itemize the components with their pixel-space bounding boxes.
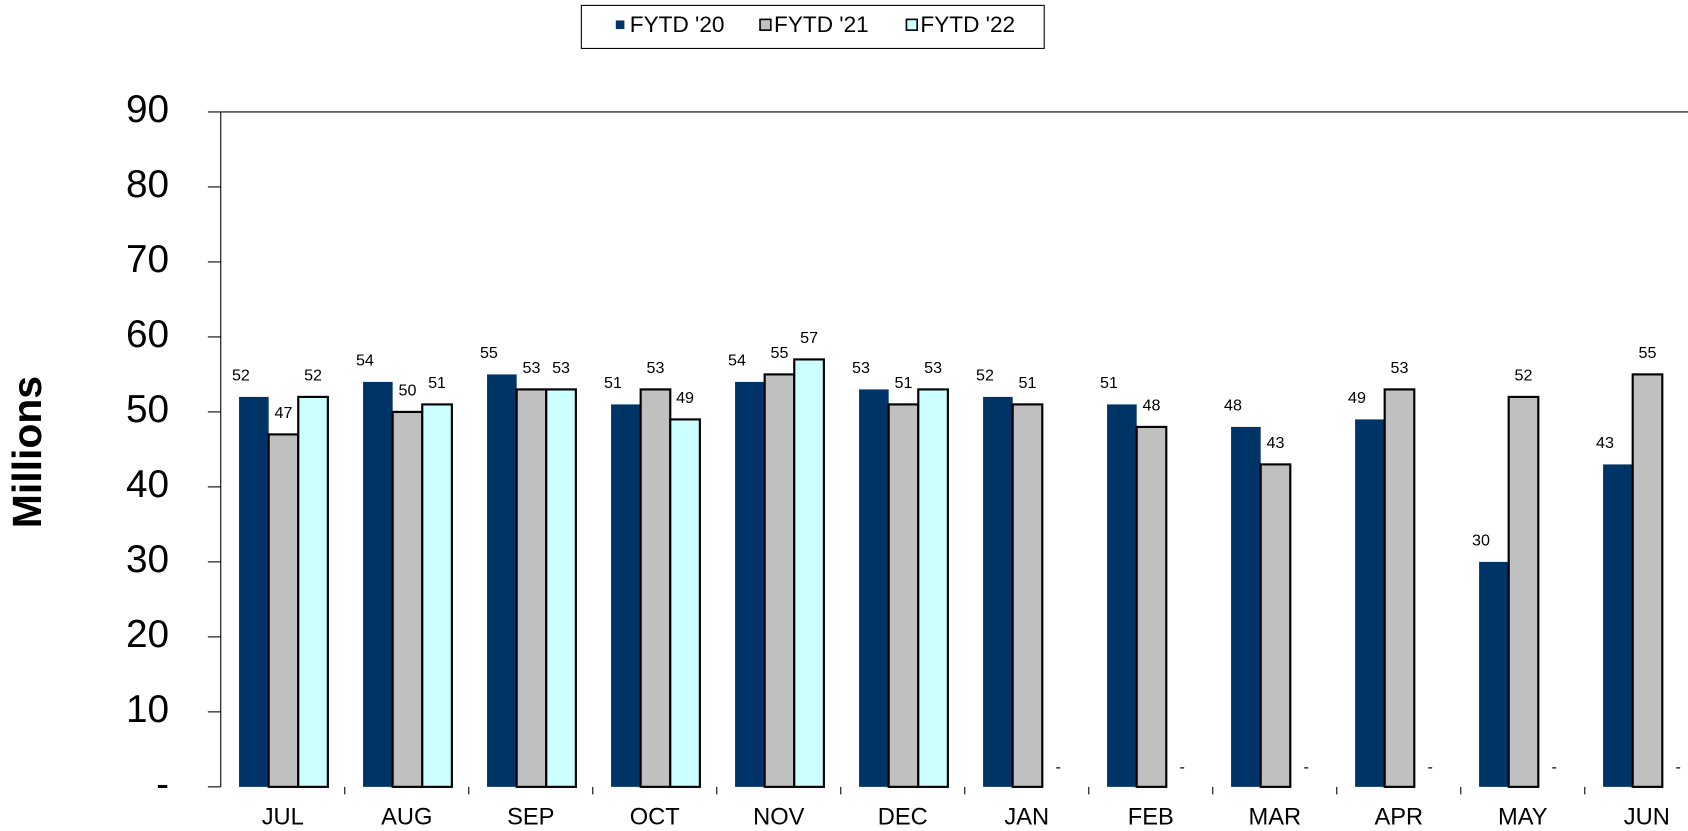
x-tick-label: JAN — [1004, 804, 1049, 830]
value-label: 53 — [1391, 359, 1409, 377]
x-tick-label: FEB — [1128, 804, 1174, 830]
value-label: 51 — [895, 374, 913, 392]
y-tick-label: 60 — [126, 313, 169, 356]
value-label: - — [1303, 758, 1308, 776]
y-tick-label: 40 — [126, 463, 169, 506]
bar — [983, 396, 1013, 787]
legend-swatch — [759, 18, 772, 31]
bar — [1603, 464, 1633, 787]
bar — [239, 396, 269, 787]
value-label: - — [1675, 758, 1680, 776]
value-label: 43 — [1267, 434, 1285, 452]
bar — [917, 388, 949, 788]
bar — [487, 374, 517, 787]
value-label: 51 — [1019, 374, 1037, 392]
y-tick-label: 90 — [126, 88, 169, 131]
bar — [1259, 463, 1292, 788]
value-label: 53 — [552, 359, 570, 377]
y-tick-label: - — [156, 763, 169, 806]
value-label: - — [1055, 758, 1060, 776]
value-label: 53 — [646, 359, 664, 377]
value-label: 57 — [800, 329, 818, 347]
bar — [887, 403, 920, 788]
value-label: - — [1179, 758, 1184, 776]
bar — [1135, 425, 1168, 788]
bar — [1479, 561, 1509, 787]
bar — [669, 418, 701, 788]
value-label: 54 — [356, 352, 374, 370]
value-label: 51 — [1100, 374, 1118, 392]
bar — [639, 388, 672, 788]
value-label: 55 — [480, 344, 498, 362]
value-label: 51 — [428, 374, 446, 392]
bar — [1107, 404, 1137, 787]
bar — [297, 395, 329, 788]
y-tick-label: 30 — [126, 538, 169, 581]
value-label: 53 — [522, 359, 540, 377]
value-label: 48 — [1143, 397, 1161, 415]
value-label: 49 — [1348, 389, 1366, 407]
y-tick-label: 70 — [126, 238, 169, 281]
value-label: 51 — [604, 374, 622, 392]
y-tick-label: 80 — [126, 163, 169, 206]
bar — [1507, 395, 1540, 788]
x-tick-label: APR — [1374, 804, 1423, 830]
value-label: 52 — [1515, 367, 1533, 385]
x-tick-label: MAY — [1498, 804, 1548, 830]
value-label: 53 — [852, 359, 870, 377]
value-label: 30 — [1472, 532, 1490, 550]
x-tick-label: OCT — [630, 804, 680, 830]
x-tick-label: AUG — [381, 804, 432, 830]
legend-label: FYTD '21 — [774, 12, 869, 37]
bar — [1631, 373, 1664, 788]
value-label: 47 — [274, 404, 292, 422]
value-label: - — [1551, 758, 1556, 776]
bar — [611, 404, 641, 787]
y-tick-label: 50 — [126, 388, 169, 431]
x-tick-label: SEP — [507, 804, 554, 830]
value-label: 53 — [924, 359, 942, 377]
bar — [735, 381, 765, 787]
bar — [515, 388, 548, 788]
value-label: 43 — [1596, 434, 1614, 452]
bar — [421, 403, 453, 788]
legend-swatch — [615, 20, 625, 30]
legend-label: FYTD '22 — [920, 12, 1015, 37]
bar — [1355, 419, 1385, 787]
x-tick-label: DEC — [878, 804, 928, 830]
value-label: 48 — [1224, 397, 1242, 415]
bar — [545, 388, 577, 788]
legend-swatch — [905, 18, 919, 31]
value-label: 54 — [728, 352, 746, 370]
y-axis-label: Millions — [4, 376, 50, 528]
bar — [1383, 388, 1416, 788]
bar — [1011, 403, 1044, 788]
bar — [267, 433, 300, 788]
x-tick-label: NOV — [753, 804, 805, 830]
value-label: 52 — [976, 367, 994, 385]
value-label: 49 — [676, 389, 694, 407]
bar — [763, 373, 796, 788]
y-tick-label: 10 — [126, 688, 169, 731]
x-tick-label: MAR — [1248, 804, 1301, 830]
value-label: 50 — [398, 382, 416, 400]
bar — [793, 358, 825, 788]
x-tick-label: JUN — [1624, 804, 1670, 830]
y-tick-label: 20 — [126, 613, 169, 656]
bar — [1231, 426, 1261, 787]
bar — [363, 381, 393, 787]
value-label: - — [1427, 758, 1432, 776]
x-tick-label: JUL — [262, 804, 304, 830]
legend-label: FYTD '20 — [630, 12, 725, 37]
value-label: 52 — [304, 367, 322, 385]
legend-box — [580, 4, 1045, 49]
value-label: 55 — [770, 344, 788, 362]
value-label: 55 — [1639, 344, 1657, 362]
bar — [859, 389, 889, 787]
bar — [391, 410, 424, 788]
value-label: 52 — [232, 367, 250, 385]
